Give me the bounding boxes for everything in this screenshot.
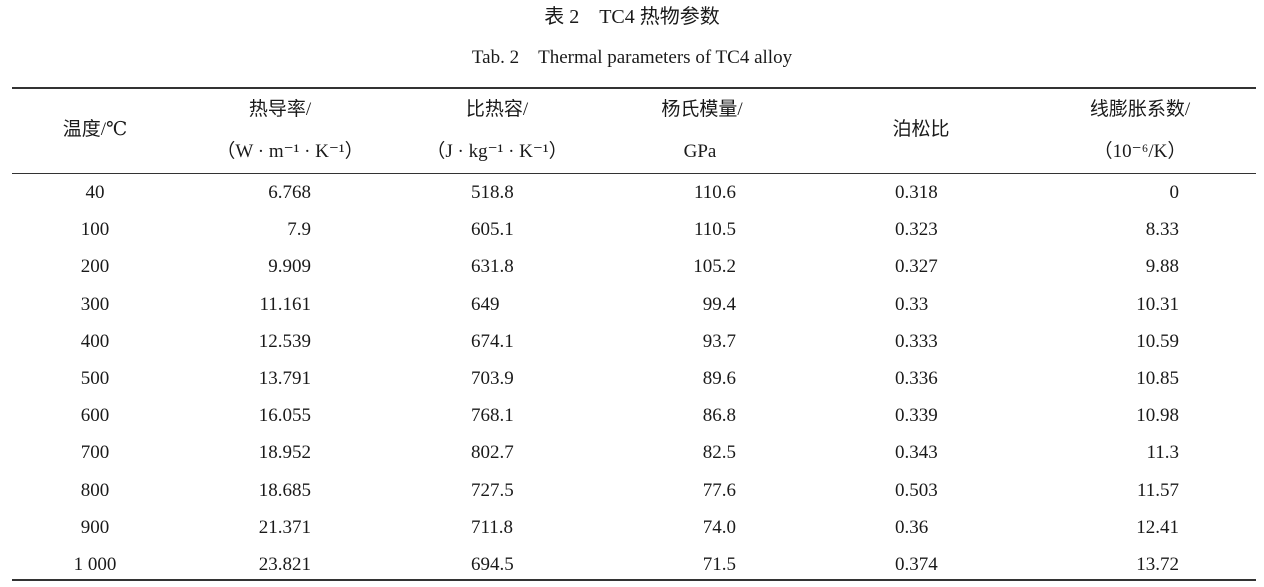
cell-expansion-coefficient: 13.72 [1136,554,1179,575]
cell-temperature: 500 [80,368,110,389]
cell-youngs-modulus: 105.2 [693,256,736,278]
cell-temperature: 400 [80,330,110,352]
cell-temperature: 200 [80,256,110,278]
cell-specific-heat: 518.8 [471,182,514,203]
cell-conductivity: 13.791 [258,368,311,389]
cell-temperature: 900 [80,516,110,538]
header-expansion-coefficient: 线膨胀系数/ [1089,99,1191,120]
cell-specific-heat: 703.9 [471,368,514,389]
cell-expansion-coefficient: 9.88 [1145,256,1179,278]
header-conductivity: 热导率/ [248,99,312,120]
cell-expansion-coefficient: 10.85 [1136,368,1179,389]
cell-conductivity: 21.371 [258,516,311,538]
cell-youngs-modulus: 86.8 [702,405,736,427]
top-rule [12,87,1256,89]
cell-temperature: 800 [80,479,110,501]
cell-specific-heat: 649 [471,293,500,315]
cell-specific-heat: 605.1 [471,219,514,241]
header-specific-heat-unit: （J · kg⁻¹ · K⁻¹） [426,141,568,162]
cell-specific-heat: 711.8 [471,516,514,538]
cell-expansion-coefficient: 11.57 [1136,479,1179,501]
cell-specific-heat: 802.7 [471,442,514,464]
table-caption-english: Tab. 2 Thermal parameters of TC4 alloy [471,47,793,68]
cell-temperature: 100 [80,219,110,241]
cell-poisson-ratio: 0.339 [895,405,938,427]
header-expansion-coefficient-unit: （10⁻⁶/K） [1093,141,1187,162]
bottom-rule [12,579,1256,581]
header-conductivity-unit: （W · m⁻¹ · K⁻¹） [216,141,364,162]
cell-youngs-modulus: 93.7 [702,330,736,352]
cell-conductivity: 9.909 [268,256,311,278]
cell-temperature: 1 000 [73,554,117,575]
cell-specific-heat: 674.1 [471,330,514,352]
cell-conductivity: 6.768 [268,182,311,203]
table-caption-chinese: 表 2 TC4 热物参数 [544,6,720,28]
cell-youngs-modulus: 74.0 [702,516,736,538]
cell-conductivity: 18.685 [258,479,311,501]
cell-poisson-ratio: 0.323 [895,219,938,241]
cell-temperature: 700 [80,442,110,464]
cell-specific-heat: 768.1 [471,405,514,427]
header-specific-heat: 比热容/ [465,99,529,120]
cell-expansion-coefficient: 10.98 [1136,405,1179,427]
cell-conductivity: 12.539 [258,330,311,352]
cell-youngs-modulus: 77.6 [702,479,736,501]
header-poisson-ratio: 泊松比 [892,119,950,140]
cell-temperature: 40 [85,182,105,203]
cell-poisson-ratio: 0.336 [895,368,938,389]
cell-poisson-ratio: 0.333 [895,330,938,352]
cell-poisson-ratio: 0.343 [895,442,938,464]
cell-expansion-coefficient: 0 [1169,182,1180,203]
cell-specific-heat: 727.5 [471,479,514,501]
cell-specific-heat: 694.5 [471,554,514,575]
header-youngs-modulus-unit: GPa [683,141,717,162]
cell-temperature: 300 [80,293,110,315]
cell-expansion-coefficient: 10.31 [1136,293,1179,315]
cell-conductivity: 16.055 [258,405,311,427]
cell-youngs-modulus: 110.5 [693,219,736,241]
header-youngs-modulus: 杨氏模量/ [661,99,743,120]
cell-youngs-modulus: 99.4 [702,293,736,315]
cell-poisson-ratio: 0.374 [895,554,938,575]
cell-youngs-modulus: 89.6 [702,368,736,389]
cell-expansion-coefficient: 10.59 [1136,330,1179,352]
cell-youngs-modulus: 71.5 [702,554,736,575]
cell-temperature: 600 [80,405,110,427]
header-temperature: 温度/℃ [62,119,128,140]
cell-poisson-ratio: 0.318 [895,182,938,203]
cell-conductivity: 18.952 [258,442,311,464]
cell-poisson-ratio: 0.36 [895,516,929,538]
cell-expansion-coefficient: 11.3 [1146,442,1179,464]
cell-poisson-ratio: 0.327 [895,256,938,278]
cell-conductivity: 7.9 [287,219,311,241]
cell-poisson-ratio: 0.33 [895,293,929,315]
cell-conductivity: 11.161 [259,293,311,315]
cell-youngs-modulus: 110.6 [693,182,736,203]
cell-expansion-coefficient: 12.41 [1136,516,1179,538]
header-rule [12,173,1256,174]
cell-conductivity: 23.821 [258,554,311,575]
cell-youngs-modulus: 82.5 [702,442,736,464]
cell-specific-heat: 631.8 [471,256,514,278]
cell-poisson-ratio: 0.503 [895,479,938,501]
cell-expansion-coefficient: 8.33 [1145,219,1179,241]
